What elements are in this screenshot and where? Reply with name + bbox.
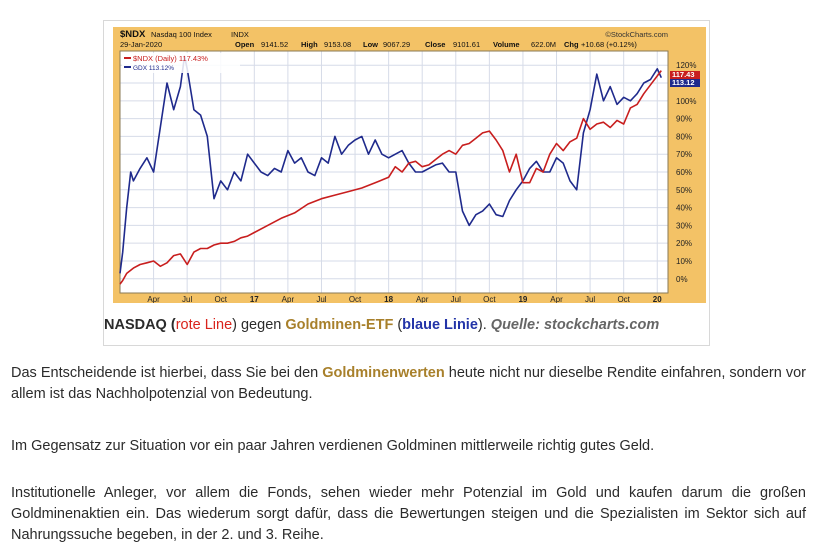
x-tick-label: Oct bbox=[349, 295, 362, 303]
series-line-1 bbox=[119, 55, 663, 274]
x-tick-label: Jul bbox=[451, 295, 461, 303]
x-tick-label: 18 bbox=[384, 295, 393, 303]
y-tick-label: 30% bbox=[676, 221, 692, 230]
quote-field-4: Low bbox=[363, 40, 378, 49]
quote-field-6: Close bbox=[425, 40, 445, 49]
caption-part-4: ). bbox=[477, 317, 491, 333]
y-tick-label: 40% bbox=[676, 204, 692, 213]
end-label-0: 117.43 bbox=[672, 70, 695, 79]
quote-field-7: 9101.61 bbox=[453, 40, 480, 49]
y-tick-label: 20% bbox=[676, 239, 692, 248]
y-tick-label: 50% bbox=[676, 186, 692, 195]
x-axis-labels: Apr Jul Oct 17 Apr Jul Oct 18 Apr Jul Oct 19 Apr Jul O… bbox=[147, 295, 662, 304]
end-label-1: 113.12 bbox=[672, 78, 695, 87]
x-tick-label: Apr bbox=[282, 295, 295, 303]
x-tick-label: Oct bbox=[215, 295, 228, 303]
chart-date: 29-Jan-2020 bbox=[120, 40, 162, 49]
x-tick-label: Jul bbox=[182, 295, 192, 303]
quote-field-8: Volume bbox=[493, 40, 520, 49]
chart-legend: $NDX (Daily) 117.43% GDX 113.12% bbox=[122, 53, 240, 73]
x-tick-label: 17 bbox=[250, 295, 259, 303]
x-tick-label: Jul bbox=[316, 295, 326, 303]
goldminenwerten-link[interactable]: Goldminenwerten bbox=[322, 365, 445, 381]
stock-chart: 0%10%20%30%40%50%60%70%80%90%100%110%120… bbox=[113, 27, 706, 304]
chart-area: 0%10%20%30%40%50%60%70%80%90%100%110%120… bbox=[113, 27, 706, 304]
legend-entry-0: $NDX (Daily) 117.43% bbox=[133, 54, 208, 63]
paragraph-3: Institutionelle Anleger, vor allem die F… bbox=[11, 485, 806, 543]
y-tick-label: 60% bbox=[676, 168, 692, 177]
y-tick-label: 100% bbox=[676, 97, 696, 106]
y-tick-label: 0% bbox=[676, 275, 688, 284]
caption-blue-line: blaue Linie bbox=[402, 317, 478, 333]
y-tick-label: 120% bbox=[676, 61, 696, 70]
chart-caption: NASDAQ (rote Line) gegen Goldminen-ETF (… bbox=[104, 317, 711, 333]
caption-source: Quelle: stockcharts.com bbox=[490, 317, 660, 333]
x-tick-label: 20 bbox=[653, 295, 662, 303]
paragraph-1-text-a: Das Entscheidende ist hierbei, dass Sie … bbox=[11, 365, 323, 381]
quote-field-5: 9067.29 bbox=[383, 40, 410, 49]
chart-watermark: ©StockCharts.com bbox=[605, 30, 668, 39]
y-tick-label: 90% bbox=[676, 115, 692, 124]
x-tick-label: Apr bbox=[416, 295, 429, 303]
paragraph-1: Das Entscheidende ist hierbei, dass Sie … bbox=[11, 363, 806, 405]
series-lines bbox=[119, 55, 663, 285]
chart-figure: 0%10%20%30%40%50%60%70%80%90%100%110%120… bbox=[103, 20, 710, 346]
quote-field-11: +10.68 (+0.12%) bbox=[581, 40, 637, 49]
caption-red-line: rote Line bbox=[175, 317, 233, 333]
quote-field-3: 9153.08 bbox=[324, 40, 351, 49]
x-tick-label: 19 bbox=[518, 295, 527, 303]
caption-goldminen-etf: Goldminen-ETF bbox=[285, 317, 394, 333]
quote-field-0: Open bbox=[235, 40, 255, 49]
end-label-bg-1 bbox=[670, 79, 700, 87]
quote-field-9: 622.0M bbox=[531, 40, 556, 49]
caption-part-2: ) gegen bbox=[232, 317, 286, 333]
x-tick-label: Oct bbox=[617, 295, 630, 303]
plot-border bbox=[119, 50, 669, 294]
x-tick-label: Apr bbox=[550, 295, 563, 303]
chart-header: $NDX Nasdaq 100 Index INDX ©StockCharts.com… bbox=[120, 29, 668, 49]
quote-field-2: High bbox=[301, 40, 318, 49]
quote-field-10: Chg bbox=[564, 40, 579, 49]
chart-index-name: Nasdaq 100 Index bbox=[151, 30, 212, 39]
y-tick-label: 80% bbox=[676, 132, 692, 141]
y-tick-label: 10% bbox=[676, 257, 692, 266]
y-tick-label: 70% bbox=[676, 150, 692, 159]
caption-part-3: ( bbox=[393, 317, 403, 333]
quote-field-1: 9141.52 bbox=[261, 40, 288, 49]
legend-box bbox=[122, 53, 240, 73]
chart-ticker: $NDX bbox=[120, 29, 146, 40]
x-tick-label: Jul bbox=[585, 295, 595, 303]
x-tick-label: Oct bbox=[483, 295, 496, 303]
end-label-bg-0 bbox=[670, 71, 700, 79]
legend-entry-1: GDX 113.12% bbox=[133, 65, 174, 72]
x-tick-label: Apr bbox=[147, 295, 160, 303]
paragraph-2: Im Gegensatz zur Situation vor ein paar … bbox=[11, 438, 655, 454]
caption-part-1: NASDAQ ( bbox=[104, 317, 176, 333]
chart-exchange: INDX bbox=[231, 30, 249, 39]
paragraph-1-text-b: heute nicht nur dieselbe Rendite einfahr… bbox=[11, 365, 806, 402]
series-line-0 bbox=[119, 70, 662, 285]
